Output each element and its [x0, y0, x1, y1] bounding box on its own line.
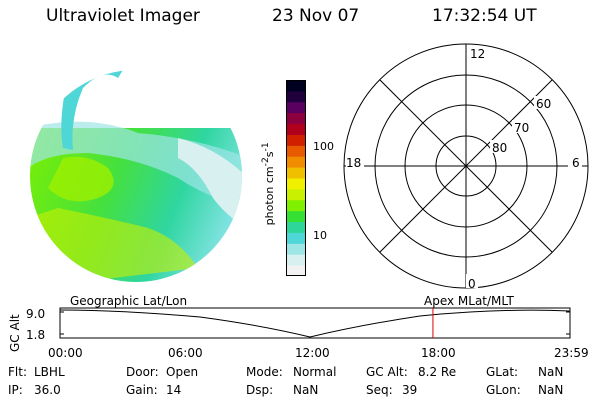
gcalt-value: 8.2 Re: [418, 365, 457, 379]
time-label: 17:32:54 UT: [432, 6, 537, 26]
colorbar-band: [286, 221, 306, 233]
glat-label: GLat:: [486, 365, 519, 379]
colorbar-gradient: [286, 80, 306, 277]
polar-plot: 12 18 6 0 60 70 80: [343, 43, 589, 291]
mode-value: Normal: [293, 365, 337, 379]
mode-label: Mode:: [246, 365, 283, 379]
xtick-1200: 12:00: [295, 346, 330, 360]
ip-value: 36.0: [34, 383, 61, 397]
xtick-1800: 18:00: [421, 346, 456, 360]
colorbar-band: [286, 254, 306, 266]
glon-label: GLon:: [486, 383, 521, 397]
ytick-1-8: 1.8: [26, 328, 46, 342]
xtick-0600: 06:00: [168, 346, 203, 360]
seq-value: 39: [402, 383, 418, 397]
apex-label: Apex MLat/MLT: [424, 294, 514, 308]
lat-label-80: 80: [492, 141, 507, 155]
dsp-value: NaN: [293, 383, 319, 397]
colorbar-band: [286, 167, 306, 179]
colorbar-band: [286, 134, 306, 146]
dsp-label: Dsp:: [246, 383, 274, 397]
gain-label: Gain:: [126, 383, 158, 397]
mlt-label-6: 6: [572, 156, 580, 170]
ip-label: IP:: [8, 383, 23, 397]
colorbar-band: [286, 145, 306, 157]
colorbar-band: [286, 210, 306, 223]
colorbar-band: [286, 178, 306, 190]
colorbar-tick-10: 10: [313, 229, 327, 242]
door-label: Door:: [126, 365, 159, 379]
colorbar-band: [286, 123, 306, 135]
glon-value: NaN: [538, 383, 564, 397]
lat-label-60: 60: [536, 97, 551, 111]
colorbar-band: [286, 90, 306, 103]
flt-label: Flt:: [8, 365, 27, 379]
gain-value: 14: [166, 383, 182, 397]
xtick-2359: 23:59: [554, 346, 589, 360]
colorbar-band: [286, 80, 306, 92]
mlt-label-0: 0: [468, 277, 476, 291]
colorbar-band: [286, 265, 306, 277]
lat-label-70: 70: [514, 121, 529, 135]
date-label: 23 Nov 07: [272, 6, 360, 26]
instrument-title: Ultraviolet Imager: [46, 6, 200, 26]
gcalt-label: GC Alt:: [366, 365, 408, 379]
auroral-image: [30, 70, 242, 282]
mlt-label-12: 12: [470, 47, 485, 61]
colorbar-tick-100: 100: [313, 140, 334, 153]
colorbar-band: [286, 199, 306, 212]
ytick-9: 9.0: [26, 307, 46, 321]
colorbar-label: photon cm-2s-1: [260, 142, 276, 226]
glat-value: NaN: [538, 365, 564, 379]
colorbar-band: [286, 232, 306, 244]
seq-label: Seq:: [366, 383, 393, 397]
colorbar-band: [286, 156, 306, 168]
colorbar-band: [286, 188, 306, 201]
colorbar-band: [286, 101, 306, 114]
timeline-plot: [59, 307, 571, 339]
flt-value: LBHL: [34, 365, 65, 379]
mlt-label-18: 18: [346, 156, 361, 170]
geographic-label: Geographic Lat/Lon: [70, 294, 188, 308]
colorbar-band: [286, 112, 306, 125]
colorbar: [286, 80, 306, 277]
xtick-0000: 00:00: [48, 346, 83, 360]
colorbar-band: [286, 243, 306, 255]
door-value: Open: [166, 365, 199, 379]
